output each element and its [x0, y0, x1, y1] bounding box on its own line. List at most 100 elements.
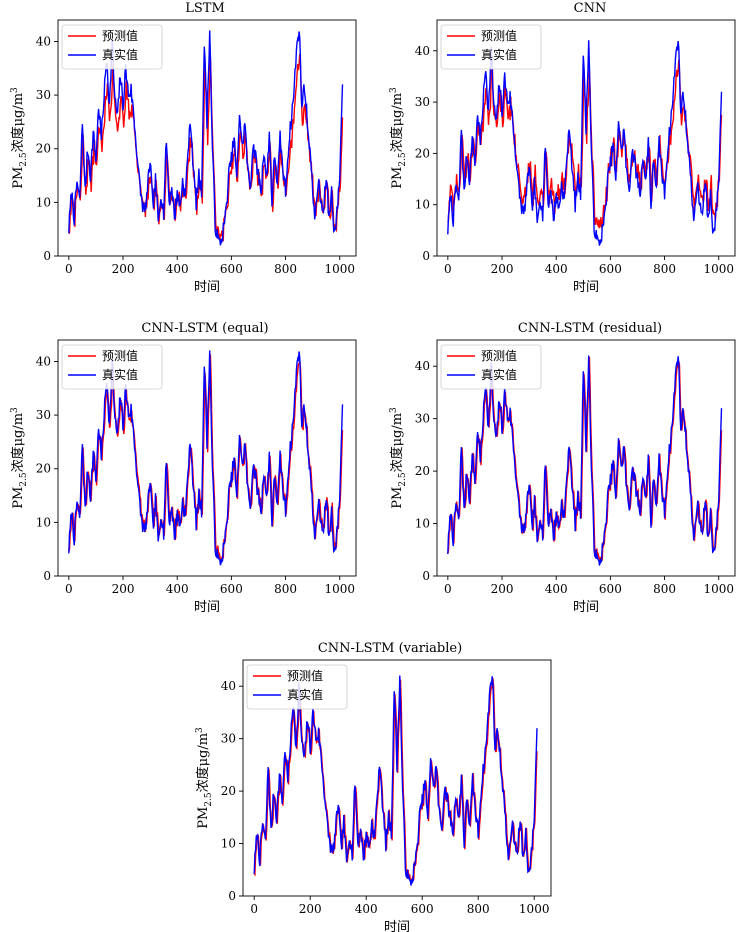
- legend-label-predicted: 预测值: [102, 28, 138, 43]
- y-tick-label: 10: [415, 198, 430, 212]
- legend-label-actual: 真实值: [102, 367, 138, 382]
- y-axis-label: PM2.5浓度μg/m3: [195, 727, 214, 829]
- x-tick-label: 1000: [324, 582, 355, 596]
- chart-title: CNN-LSTM (variable): [318, 641, 462, 656]
- y-label-suffix: 浓度μg/m: [389, 93, 405, 152]
- y-tick-label: 0: [43, 249, 51, 263]
- y-tick-label: 30: [415, 95, 430, 109]
- x-tick-label: 600: [599, 582, 622, 596]
- y-tick-label: 40: [415, 44, 430, 58]
- y-axis-label: PM2.5浓度μg/m3: [10, 407, 29, 509]
- legend-label-predicted: 预测值: [102, 348, 138, 363]
- x-tick-label: 800: [653, 582, 676, 596]
- y-tick-label: 20: [36, 142, 51, 156]
- legend-label-predicted: 预测值: [481, 28, 517, 43]
- chart-5: CNN-LSTM (variable) 0 200 400 600 800 1000 0 10 2…: [195, 641, 552, 932]
- actual-line: [253, 675, 538, 886]
- y-label-superscript: 3: [10, 407, 20, 413]
- x-tick-label: 0: [65, 262, 73, 276]
- chart-title: CNN-LSTM (residual): [518, 321, 662, 336]
- x-tick-label: 1000: [703, 262, 734, 276]
- x-tick-label: 200: [299, 902, 322, 916]
- x-tick-label: 400: [166, 262, 189, 276]
- chart-title: CNN: [574, 1, 607, 16]
- y-tick-label: 30: [415, 412, 430, 426]
- x-tick-label: 1000: [324, 262, 355, 276]
- plot-frame: [57, 19, 357, 257]
- y-tick-label: 40: [221, 679, 236, 693]
- x-tick-label: 800: [274, 262, 297, 276]
- y-tick-label: 0: [422, 249, 430, 263]
- x-axis-label: 时间: [194, 600, 220, 615]
- y-tick-label: 10: [415, 517, 430, 531]
- y-label-superscript: 3: [10, 87, 20, 93]
- x-tick-label: 400: [545, 262, 568, 276]
- y-tick-label: 20: [36, 462, 51, 476]
- x-axis-label: 时间: [573, 280, 599, 295]
- y-axis-label: PM2.5浓度μg/m3: [389, 87, 408, 189]
- chart-4: CNN-LSTM (residual) 0 200 400 600 800 1000 0 10 2…: [389, 321, 736, 615]
- y-label-superscript: 3: [389, 407, 399, 413]
- y-axis-label: PM2.5浓度μg/m3: [10, 87, 29, 189]
- chart-title: LSTM: [185, 1, 225, 16]
- legend-label-predicted: 预测值: [287, 668, 323, 683]
- x-tick-label: 0: [444, 262, 452, 276]
- y-tick-label: 40: [36, 354, 51, 368]
- y-label-prefix: PM: [11, 167, 26, 189]
- plot-frame: [242, 659, 552, 897]
- y-label-prefix: PM: [390, 167, 405, 189]
- x-tick-label: 200: [112, 582, 135, 596]
- y-tick-label: 30: [36, 88, 51, 102]
- chart-1: LSTM 0 200 400 600 800 1000 0 10 20 30 40 时间 PM2.5浓度μ…: [10, 1, 357, 295]
- y-label-subscript: 2.5: [398, 472, 408, 487]
- x-tick-label: 0: [65, 582, 73, 596]
- actual-line: [68, 30, 344, 246]
- legend-label-actual: 真实值: [481, 367, 517, 382]
- y-tick-label: 10: [36, 515, 51, 529]
- x-tick-label: 200: [112, 262, 135, 276]
- x-tick-label: 200: [491, 582, 514, 596]
- y-tick-label: 20: [415, 146, 430, 160]
- x-tick-label: 800: [274, 582, 297, 596]
- y-label-superscript: 3: [195, 727, 205, 733]
- y-tick-label: 20: [221, 784, 236, 798]
- legend-label-actual: 真实值: [287, 687, 323, 702]
- actual-line: [68, 350, 344, 566]
- plot-frame: [436, 19, 736, 257]
- legend-label-predicted: 预测值: [481, 348, 517, 363]
- chart-3: CNN-LSTM (equal) 0 200 400 600 800 1000 0 10 20 30…: [10, 321, 357, 615]
- x-axis-label: 时间: [573, 600, 599, 615]
- y-tick-label: 10: [36, 195, 51, 209]
- y-label-suffix: 浓度μg/m: [195, 733, 211, 792]
- x-tick-label: 600: [220, 262, 243, 276]
- x-tick-label: 600: [220, 582, 243, 596]
- legend-label-actual: 真实值: [481, 47, 517, 62]
- x-tick-label: 600: [411, 902, 434, 916]
- x-tick-label: 400: [545, 582, 568, 596]
- x-tick-label: 800: [467, 902, 490, 916]
- chart-title: CNN-LSTM (equal): [141, 321, 268, 336]
- y-label-suffix: 浓度μg/m: [10, 413, 26, 472]
- plot-frame: [436, 339, 736, 577]
- y-label-prefix: PM: [196, 807, 211, 829]
- y-label-subscript: 2.5: [398, 152, 408, 167]
- x-axis-label: 时间: [194, 280, 220, 295]
- y-label-subscript: 2.5: [204, 792, 214, 807]
- legend-label-actual: 真实值: [102, 47, 138, 62]
- y-tick-label: 30: [36, 408, 51, 422]
- x-tick-label: 200: [491, 262, 514, 276]
- y-tick-label: 20: [415, 464, 430, 478]
- chart-2: CNN 0 200 400 600 800 1000 0 10 20 30 40 时间 PM2.5浓度μg…: [389, 1, 736, 295]
- x-axis-label: 时间: [384, 920, 410, 932]
- x-tick-label: 400: [166, 582, 189, 596]
- x-tick-label: 0: [250, 902, 258, 916]
- y-label-subscript: 2.5: [19, 472, 29, 487]
- y-tick-label: 30: [221, 732, 236, 746]
- y-tick-label: 0: [228, 889, 236, 903]
- y-tick-label: 40: [36, 34, 51, 48]
